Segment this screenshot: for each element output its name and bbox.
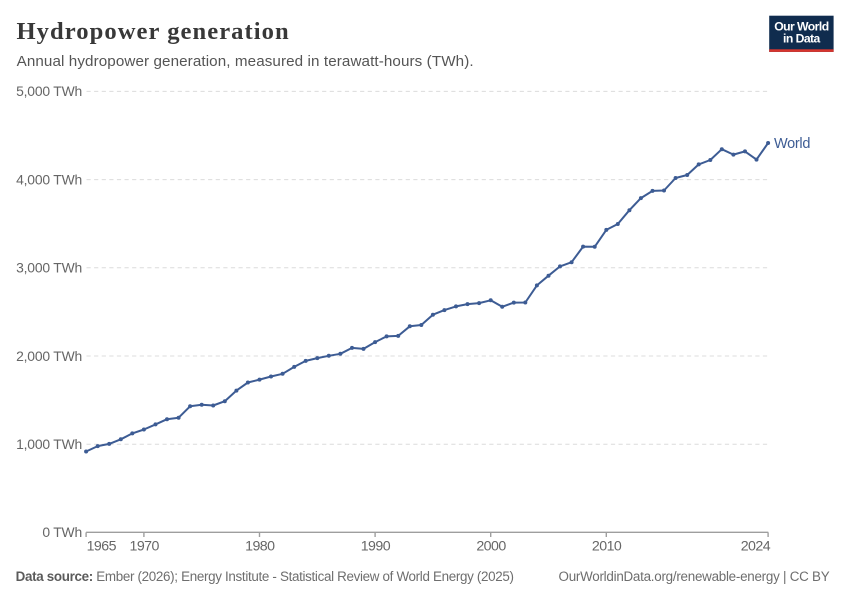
svg-text:in Data: in Data [783, 31, 821, 45]
svg-text:1980: 1980 [245, 539, 275, 555]
svg-text:2024: 2024 [741, 539, 771, 555]
svg-text:1965: 1965 [87, 539, 117, 555]
svg-text:2010: 2010 [592, 539, 622, 555]
svg-text:Data source: Ember (2026); Ene: Data source: Ember (2026); Energy Instit… [16, 569, 514, 584]
svg-text:0 TWh: 0 TWh [42, 524, 82, 540]
svg-text:1970: 1970 [130, 539, 160, 555]
svg-text:1,000 TWh: 1,000 TWh [16, 436, 82, 452]
svg-text:OurWorldinData.org/renewable-e: OurWorldinData.org/renewable-energy | CC… [559, 569, 830, 584]
svg-text:3,000 TWh: 3,000 TWh [16, 260, 82, 276]
svg-text:World: World [774, 136, 810, 152]
svg-text:Our World: Our World [774, 20, 829, 34]
svg-text:2,000 TWh: 2,000 TWh [16, 348, 82, 364]
svg-text:5,000 TWh: 5,000 TWh [16, 83, 82, 99]
svg-text:1990: 1990 [361, 539, 391, 555]
svg-text:2000: 2000 [476, 539, 506, 555]
svg-text:4,000 TWh: 4,000 TWh [16, 171, 82, 187]
svg-text:Annual hydropower generation,: Annual hydropower generation, measured i… [17, 53, 474, 70]
svg-text:Hydropower generation: Hydropower generation [17, 18, 290, 45]
